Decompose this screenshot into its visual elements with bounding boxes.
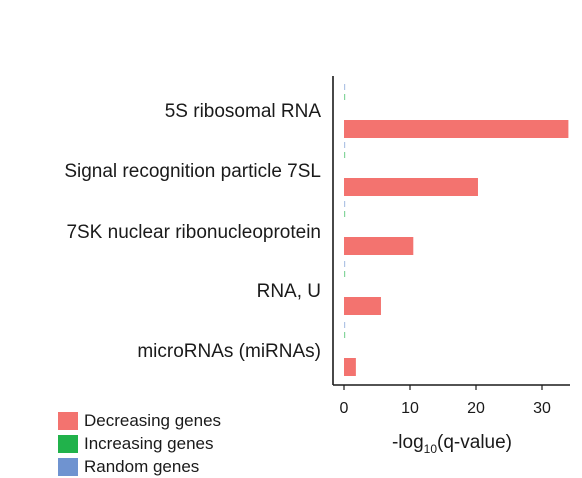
legend-swatch-increasing	[58, 434, 78, 453]
legend-label-random: Random genes	[84, 456, 200, 476]
legend-item: Decreasing genes	[58, 409, 221, 432]
bar-increasing	[344, 94, 346, 100]
category-label: RNA, U	[257, 281, 321, 302]
legend-item: Increasing genes	[58, 432, 221, 455]
x-ticks: 0 10 20 30	[340, 385, 551, 417]
bar-increasing	[344, 271, 346, 277]
category-label: 5S ribosomal RNA	[165, 101, 322, 122]
bar-random	[344, 261, 346, 267]
bar-decreasing	[344, 178, 478, 196]
category-label: microRNAs (miRNAs)	[137, 341, 321, 362]
legend-label-increasing: Increasing genes	[84, 433, 214, 453]
x-tick-label: 0	[340, 400, 349, 417]
category-label: Signal recognition particle 7SL	[64, 161, 321, 182]
legend-swatch-random	[58, 457, 78, 476]
legend-swatch-decreasing	[58, 411, 78, 430]
bar-increasing	[344, 211, 346, 217]
bar-decreasing	[344, 358, 356, 376]
x-tick-label: 30	[533, 400, 551, 417]
category-label: 7SK nuclear ribonucleoprotein	[66, 222, 321, 243]
bar-random	[344, 322, 346, 328]
x-tick-label: 10	[401, 400, 419, 417]
bar-random	[344, 84, 346, 90]
x-tick-label: 20	[467, 400, 485, 417]
category-labels: 5S ribosomal RNA Signal recognition parti…	[64, 101, 321, 362]
bar-increasing	[344, 332, 346, 338]
bar-decreasing	[344, 120, 569, 138]
bar-decreasing	[344, 297, 381, 315]
bar-random	[344, 201, 346, 207]
legend: Decreasing genes Increasing genes Random…	[58, 409, 221, 478]
bar-decreasing	[344, 237, 414, 255]
legend-label-decreasing: Decreasing genes	[84, 410, 222, 430]
bar-increasing	[344, 152, 346, 158]
legend-item: Random genes	[58, 455, 221, 478]
bar-random	[344, 142, 346, 148]
x-axis-label: -log10(q-value)	[392, 432, 512, 456]
bars	[344, 84, 569, 376]
